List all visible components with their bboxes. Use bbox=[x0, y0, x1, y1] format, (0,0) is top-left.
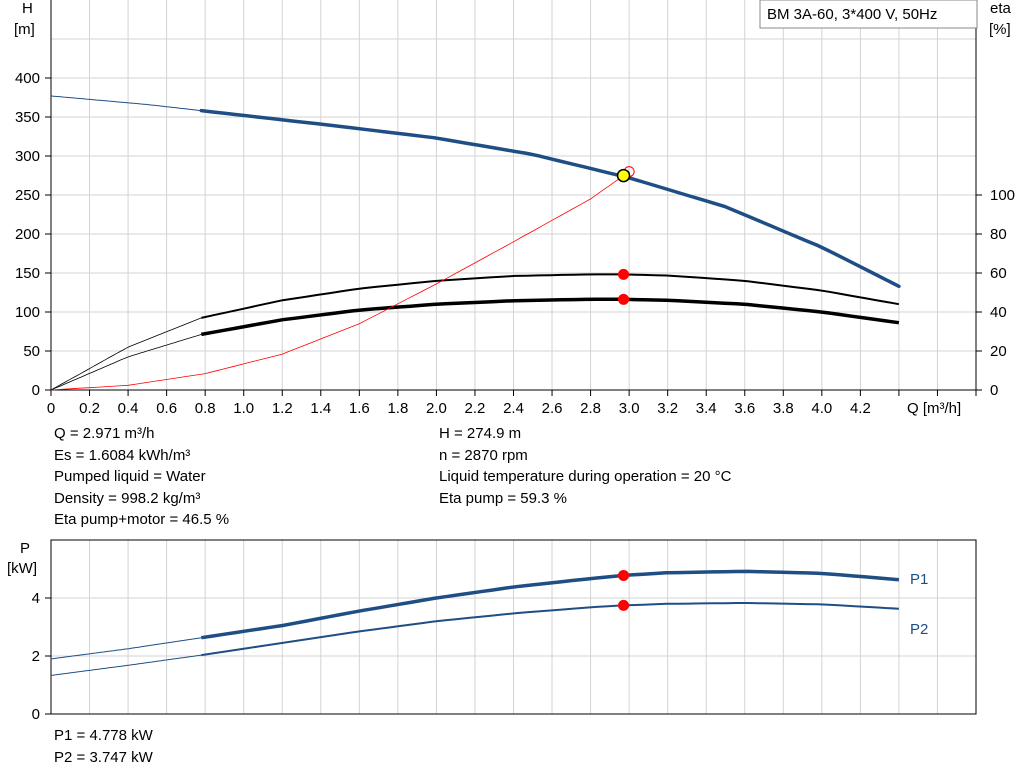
eta-pump-motor-curve-extension bbox=[50, 334, 202, 391]
flow-tick-label: 4.2 bbox=[850, 400, 871, 417]
head-curve-extension bbox=[50, 95, 202, 112]
flow-tick-label: 1.6 bbox=[349, 400, 370, 417]
p1-curve-label: P1 bbox=[910, 571, 928, 588]
info-density: Density = 998.2 kg/m³ bbox=[54, 489, 201, 507]
upper-curves bbox=[50, 95, 901, 391]
lower-markers bbox=[618, 569, 630, 611]
head-tick-label: 50 bbox=[23, 343, 40, 360]
head-curve bbox=[199, 108, 901, 289]
p2-curve-extension bbox=[50, 654, 202, 676]
eta-pump-motor-curve bbox=[200, 297, 900, 337]
flow-tick-label: 0.2 bbox=[79, 400, 100, 417]
head-tick-label: 400 bbox=[15, 70, 40, 87]
eta-tick-label: 20 bbox=[990, 343, 1007, 360]
p1-operating-point bbox=[618, 569, 630, 581]
info-flow: Q = 2.971 m³/h bbox=[54, 425, 155, 442]
power-tick-label: 2 bbox=[32, 648, 40, 665]
head-tick-label: 350 bbox=[15, 109, 40, 126]
flow-tick-label: 1.0 bbox=[233, 400, 254, 417]
flow-tick-label: 3.2 bbox=[657, 400, 678, 417]
eta-pump-operating-point bbox=[618, 268, 630, 280]
p2-curve bbox=[201, 602, 899, 657]
flow-tick-label: 2.8 bbox=[580, 400, 601, 417]
eta-pump-curve-extension bbox=[50, 317, 202, 391]
eta-tick-label: 100 bbox=[990, 187, 1015, 204]
eta-tick-label: 40 bbox=[990, 304, 1007, 321]
flow-tick-label: 1.2 bbox=[272, 400, 293, 417]
eta-pump-motor-operating-point bbox=[618, 293, 630, 305]
p1-curve bbox=[201, 569, 900, 640]
upper-axes: 0 50 100 150 200 250 300 350 400 0 20 40 60 80 100 0 0.2… bbox=[15, 0, 1015, 417]
power-tick-label: 4 bbox=[32, 590, 40, 607]
chart-title: BM 3A-60, 3*400 V, 50Hz bbox=[767, 6, 937, 23]
head-tick-label: 100 bbox=[15, 304, 40, 321]
flow-tick-label: 2.0 bbox=[426, 400, 447, 417]
operating-info-right: H = 274.9 m n = 2870 rpm Liquid temperat… bbox=[439, 423, 731, 509]
flow-tick-label: 1.8 bbox=[387, 400, 408, 417]
flow-tick-label: 3.8 bbox=[773, 400, 794, 417]
p1-curve-extension bbox=[50, 637, 202, 660]
info-head: H = 274.9 m bbox=[439, 425, 522, 442]
flow-tick-label: 0.6 bbox=[156, 400, 177, 417]
upper-markers bbox=[616, 166, 635, 305]
info-p1: P1 = 4.778 kW bbox=[54, 727, 153, 744]
info-eta-pump-motor: Eta pump+motor = 46.5 % bbox=[54, 511, 230, 528]
flow-tick-label: 0 bbox=[47, 400, 55, 417]
eta-tick-label: 0 bbox=[990, 382, 998, 399]
head-tick-label: 200 bbox=[15, 226, 40, 243]
power-plot-frame bbox=[50, 539, 977, 715]
flow-tick-label: 2.4 bbox=[503, 400, 524, 417]
p2-curve-label: P2 bbox=[910, 621, 928, 638]
flow-tick-label: 1.4 bbox=[310, 400, 331, 417]
flow-tick-label: 0.8 bbox=[195, 400, 216, 417]
info-pumped-liquid: Pumped liquid = Water bbox=[54, 468, 206, 485]
eta-tick-label: 60 bbox=[990, 265, 1007, 282]
head-tick-label: 150 bbox=[15, 265, 40, 282]
flow-tick-label: 3.4 bbox=[696, 400, 717, 417]
info-liquid-temperature: Liquid temperature during operation = 20… bbox=[439, 468, 732, 485]
flow-tick-label: 3.0 bbox=[619, 400, 640, 417]
eta-pump-curve bbox=[201, 273, 900, 319]
lower-curves bbox=[50, 569, 900, 676]
flow-tick-label: 2.2 bbox=[465, 400, 486, 417]
y-axis-unit-head: [m] bbox=[14, 21, 35, 38]
chart-title-box: BM 3A-60, 3*400 V, 50Hz bbox=[759, 0, 978, 29]
flow-tick-label: 3.6 bbox=[734, 400, 755, 417]
flow-tick-label: 2.6 bbox=[542, 400, 563, 417]
info-specific-energy: Es = 1.6084 kWh/m³ bbox=[54, 446, 191, 464]
info-eta-pump: Eta pump = 59.3 % bbox=[439, 489, 567, 507]
p2-operating-point bbox=[618, 599, 630, 611]
y-axis-name-eta: eta bbox=[990, 0, 1012, 17]
duty-point-marker bbox=[616, 168, 631, 183]
upper-grid bbox=[51, 0, 977, 391]
system-curve bbox=[50, 171, 630, 391]
operating-info-left: Q = 2.971 m³/h Es = 1.6084 kWh/m³ Pumped… bbox=[54, 423, 229, 531]
flow-tick-label: 4.0 bbox=[811, 400, 832, 417]
head-tick-label: 250 bbox=[15, 187, 40, 204]
head-tick-label: 0 bbox=[32, 382, 40, 399]
y-axis-unit-power: [kW] bbox=[7, 560, 37, 577]
lower-grid bbox=[51, 540, 977, 714]
eta-tick-label: 80 bbox=[990, 226, 1007, 243]
y-axis-name-head: H bbox=[22, 0, 33, 17]
y-axis-unit-eta: [%] bbox=[989, 21, 1011, 38]
power-info: P1 = 4.778 kW P2 = 3.747 kW bbox=[54, 725, 153, 768]
y-axis-name-power: P bbox=[20, 540, 30, 557]
x-axis-label-flow: Q [m³/h] bbox=[907, 400, 961, 417]
info-speed: n = 2870 rpm bbox=[439, 446, 528, 464]
info-p2: P2 = 3.747 kW bbox=[54, 748, 153, 766]
head-tick-label: 300 bbox=[15, 148, 40, 165]
power-tick-label: 0 bbox=[32, 706, 40, 723]
lower-axes: 0 2 4 bbox=[32, 539, 977, 723]
flow-tick-label: 0.4 bbox=[118, 400, 139, 417]
